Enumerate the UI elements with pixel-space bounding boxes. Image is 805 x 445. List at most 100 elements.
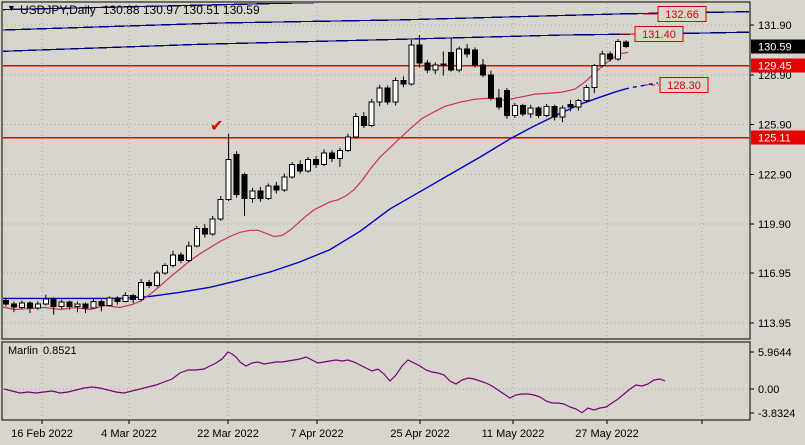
candle-body [503,90,510,116]
candle-body [583,86,590,102]
candle-body [233,154,240,195]
checkmark-annotation[interactable]: ✔ [210,116,223,135]
ohlc-values: 130.88 130.97 130.51 130.59 [102,3,260,17]
candle-body [344,136,351,151]
candle-body [551,105,558,118]
main-chart-frame [1,1,751,340]
candle-body [352,115,359,138]
candlestick-series [3,35,630,315]
candle-body [289,163,296,178]
candle-body [74,303,81,307]
svg-text:11 May 2022: 11 May 2022 [482,428,545,440]
candle-body [241,173,248,199]
candle-body [138,281,145,301]
channel-line-3[interactable] [0,31,805,52]
candle-body [575,100,582,108]
svg-text:-3.8324: -3.8324 [758,408,795,420]
candle-body [34,303,41,309]
gridlines [3,3,749,419]
indicator-label: Marlin 0.8521 [8,345,77,357]
candle-body [360,115,367,126]
candle-body [50,298,57,307]
candle-body [122,295,129,302]
candle-body [591,65,598,88]
price-tag-125.11: 125.11 [751,130,805,145]
candle-body [273,185,280,191]
candle-body [66,301,73,307]
candle-body [177,254,184,262]
candle-body [201,227,208,235]
symbol-period-label: USDJPY,Daily [20,3,96,17]
candle-body [511,105,518,116]
svg-text:5.9644: 5.9644 [758,347,792,359]
candle-body [615,41,622,60]
candle-body [90,300,97,309]
candle-body [162,265,168,274]
svg-text:125.90: 125.90 [758,120,792,132]
candle-body [336,149,343,160]
candle-body [209,218,216,235]
marlin-indicator-line [3,351,666,414]
candle-body [98,300,105,307]
candle-body [114,297,121,302]
candle-body [456,48,463,71]
candle-body [495,97,502,108]
candle-body [376,87,383,103]
candle-body [257,190,264,199]
svg-text:128.90: 128.90 [758,70,792,82]
candle-body [472,49,479,66]
price-axis[interactable]: 131.90 128.90 125.90 122.90 119.90 116.95 113.… [750,20,795,420]
candle-body [599,53,606,67]
candle-body [249,190,256,199]
time-axis[interactable]: 16 Feb 2022 4 Mar 2022 22 Mar 2022 7 Apr 20… [11,420,703,440]
candle-body [3,300,9,305]
price-target-box[interactable] [634,26,684,42]
price-tag-129.45: 129.45 [751,58,805,73]
ma-slow-forecast-dashes[interactable] [624,82,659,90]
candle-body [281,176,288,191]
svg-text:4 Mar 2022: 4 Mar 2022 [101,428,157,440]
svg-text:25 Apr 2022: 25 Apr 2022 [390,428,449,440]
candle-body [559,107,566,118]
indicator-frame [1,341,751,421]
svg-text:27 May 2022: 27 May 2022 [575,428,639,440]
candle-body [424,62,431,71]
candle-body [170,254,176,267]
price-target-text: 132.66 [665,9,699,21]
candle-body [297,163,304,172]
candle-body [368,101,375,126]
chart-title: USDJPY,Daily 130.88 130.97 130.51 130.59 [20,3,260,17]
candle-body [384,87,391,103]
candle-body [58,301,65,307]
candle-body [440,63,447,66]
svg-text:7 Apr 2022: 7 Apr 2022 [290,428,343,440]
ma-fast-line[interactable] [0,51,629,311]
indicator-value: 0.8521 [42,345,77,357]
candle-body [623,41,630,48]
svg-text:131.90: 131.90 [758,20,792,32]
svg-text:22 Mar 2022: 22 Mar 2022 [197,428,259,440]
channel-line-1[interactable] [0,0,460,11]
price-target-text: 128.30 [667,80,701,92]
candle-body [130,295,137,301]
candle-body [535,107,542,116]
indicator-name: Marlin [8,345,38,357]
candle-body [146,281,153,287]
candle-body [487,74,494,99]
candle-body [193,227,200,247]
price-target-text: 131.40 [642,29,676,41]
candle-body [464,48,471,55]
candle-body [607,53,614,60]
candle-body [432,64,439,71]
svg-text:129.45: 129.45 [758,61,792,73]
candle-body [154,272,161,287]
price-target-box[interactable] [657,6,707,22]
price-target-box[interactable] [659,77,709,93]
candle-body [527,107,534,115]
candle-body [392,80,399,103]
candle-body [321,152,327,165]
svg-text:119.90: 119.90 [758,219,791,231]
candle-body [400,80,407,85]
